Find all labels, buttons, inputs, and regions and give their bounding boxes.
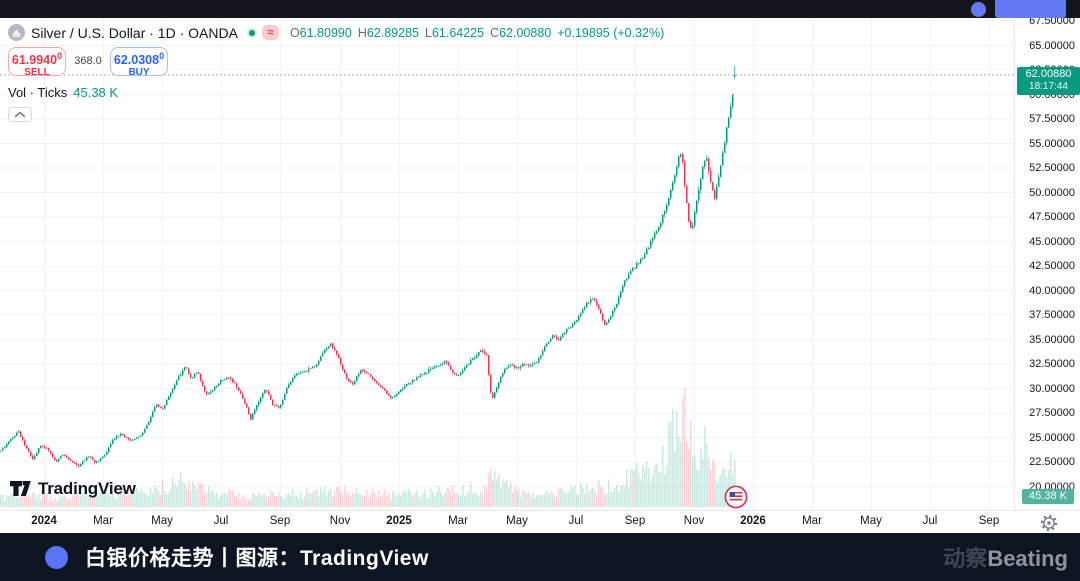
time-axis-label: May [860, 515, 882, 527]
price-axis-label: 50.00000 [1029, 186, 1075, 199]
low-key: L [424, 25, 432, 40]
volume-indicator-label: Vol · Ticks [8, 85, 68, 100]
sell-button[interactable]: 61.99400 SELL [8, 46, 66, 78]
time-axis-label: Jul [922, 515, 938, 527]
watermark-en: Beating [987, 546, 1068, 571]
time-axis-label: Jul [213, 515, 229, 527]
low-value: 61.64225 [431, 25, 485, 40]
chart-legend: Silver / U.S. Dollar · 1D · OANDA ≈ O61.… [8, 23, 664, 122]
candlestick-chart[interactable] [0, 18, 1014, 510]
time-axis-label: Mar [93, 515, 113, 527]
time-axis-label: May [151, 515, 173, 527]
watermark: 动察Beating [943, 541, 1068, 573]
price-axis-label: 35.00000 [1029, 333, 1075, 346]
time-axis-label: Sep [624, 515, 646, 527]
price-axis-label: 27.50000 [1029, 407, 1075, 419]
time-axis-label: Mar [448, 515, 468, 527]
time-axis-label: 2024 [31, 515, 57, 527]
buy-label: BUY [128, 66, 150, 78]
time-axis-label: 2025 [386, 515, 412, 527]
market-open-dot-icon [248, 29, 255, 36]
open-value: 61.80990 [299, 25, 352, 40]
price-axis-label: 45.00000 [1029, 235, 1075, 248]
price-axis-label: 25.00000 [1029, 431, 1075, 444]
price-axis-label: 42.50000 [1029, 260, 1075, 272]
buy-price: 62.0308 [113, 52, 160, 67]
time-axis-label: 2026 [740, 515, 766, 527]
time-axis-label: Nov [329, 515, 351, 527]
open-key: O [289, 25, 300, 40]
sell-price-sup: 0 [57, 50, 63, 61]
overlay-pill [995, 0, 1066, 18]
overlay-dot-icon [971, 2, 986, 17]
price-axis-label: 32.50000 [1029, 358, 1075, 370]
symbol-row[interactable]: Silver / U.S. Dollar · 1D · OANDA ≈ O61.… [8, 23, 664, 42]
sell-price: 61.9940 [11, 52, 58, 67]
time-axis-label: Nov [683, 515, 705, 527]
price-axis-label: 57.50000 [1029, 113, 1075, 125]
trade-panel: 61.99400 SELL 368.0 62.03080 BUY [8, 46, 664, 78]
time-axis-label: Sep [269, 515, 291, 527]
price-axis-label: 47.50000 [1029, 211, 1075, 223]
time-axis-label: Jul [568, 515, 584, 527]
watermark-cn: 动察 [943, 546, 988, 571]
high-key: H [357, 25, 367, 40]
buy-price-sup: 0 [159, 50, 165, 61]
time-axis-label: Mar [802, 515, 822, 527]
symbol-title[interactable]: Silver / U.S. Dollar · 1D · OANDA [31, 24, 238, 41]
close-key: C [490, 25, 500, 40]
bar-countdown: 18:17:44 [1029, 81, 1068, 92]
change-value: +0.19895 (+0.32%) [557, 25, 665, 40]
ohlc-readout: O61.80990 H62.89285 L61.64225 C62.00880 +0.1… [290, 26, 664, 40]
close-value: 62.00880 [499, 25, 552, 40]
spread-value: 368.0 [74, 55, 102, 67]
current-price-tag: 62.00880 18:17:44 [1017, 67, 1080, 95]
tradingview-logo-icon [10, 481, 31, 496]
time-axis-label: Sep [978, 515, 1000, 527]
sell-label: SELL [24, 66, 50, 78]
chevron-up-icon [14, 111, 26, 118]
symbol-logo-icon [8, 24, 25, 41]
volume-axis-badge: 45.38 K [1022, 489, 1074, 504]
high-value: 62.89285 [366, 25, 419, 40]
us-economic-event-icon[interactable] [724, 485, 748, 509]
collapse-panel-button[interactable] [8, 107, 32, 122]
tradingview-logo[interactable]: TradingView [10, 479, 136, 499]
current-price-value: 62.00880 [1025, 68, 1072, 80]
time-axis-label: May [506, 515, 528, 527]
top-overlay-strip [0, 0, 1080, 18]
price-axis-label: 40.00000 [1029, 284, 1075, 297]
caption-bar: 白银价格走势丨图源：TradingView 动察Beating [0, 533, 1080, 581]
price-axis-label: 37.50000 [1029, 309, 1075, 321]
price-axis-label: 52.50000 [1029, 162, 1075, 174]
caption-text: 白银价格走势丨图源：TradingView [85, 547, 429, 570]
axis-settings-gear-icon[interactable] [1040, 514, 1058, 532]
price-axis-label: 65.00000 [1029, 39, 1075, 52]
price-axis-label: 22.50000 [1029, 456, 1075, 468]
price-axis-label: 55.00000 [1029, 137, 1075, 150]
price-axis-label: 67.50000 [1029, 15, 1075, 27]
volume-indicator-row[interactable]: Vol · Ticks 45.38 K [8, 85, 664, 100]
volume-indicator-value: 45.38 K [73, 85, 119, 100]
caption-bullet-icon [45, 545, 68, 569]
price-axis-label: 30.00000 [1029, 382, 1075, 395]
delayed-data-icon[interactable]: ≈ [261, 25, 279, 40]
price-axis[interactable]: 67.5000065.0000062.5000060.0000057.50000… [1014, 15, 1080, 510]
tradingview-logo-text: TradingView [38, 479, 136, 498]
time-axis[interactable]: 2024 Mar May Jul Sep Nov 2025 Mar May Jul Sep Nov 20… [0, 510, 1080, 533]
buy-button[interactable]: 62.03080 BUY [110, 46, 168, 78]
